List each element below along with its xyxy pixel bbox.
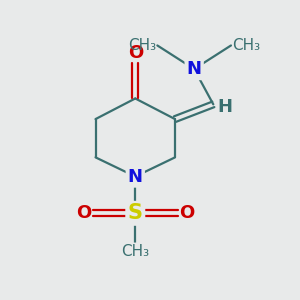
Text: S: S (128, 203, 143, 223)
Text: N: N (128, 167, 143, 185)
Text: O: O (128, 44, 143, 62)
Text: CH₃: CH₃ (232, 38, 261, 53)
Text: O: O (179, 204, 195, 222)
Text: O: O (76, 204, 91, 222)
Text: N: N (187, 60, 202, 78)
Text: CH₃: CH₃ (128, 38, 156, 53)
Text: H: H (218, 98, 233, 116)
Text: CH₃: CH₃ (121, 244, 149, 259)
